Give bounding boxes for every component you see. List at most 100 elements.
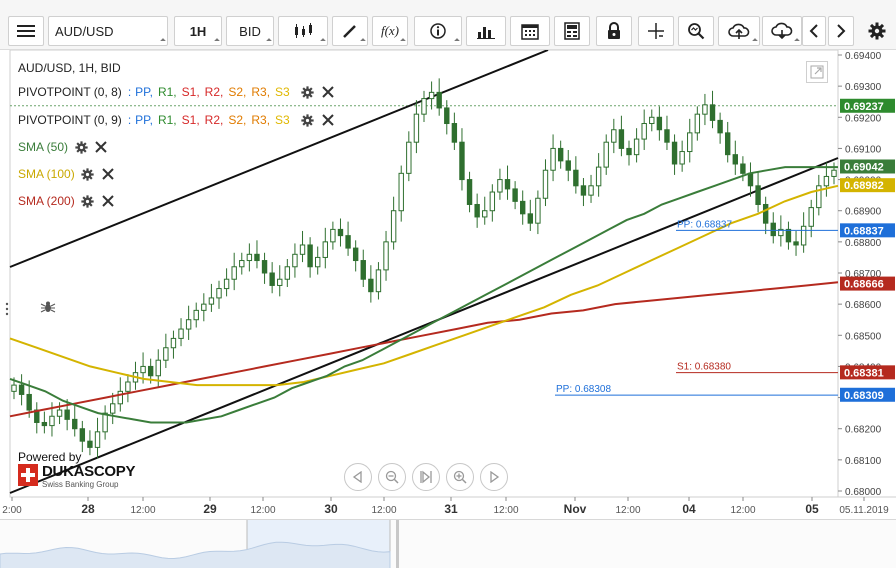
candle-up — [694, 113, 701, 134]
close-icon[interactable] — [94, 140, 108, 154]
symbol-select[interactable]: AUD/USD — [48, 16, 168, 46]
pivot-legend-row-1: PIVOTPOINT (0, 9) : PP, R1, S1, R2, S2, R3, S3 — [18, 112, 335, 128]
sma-legend-row-2: SMA (200) — [18, 193, 115, 209]
gear-icon[interactable] — [301, 113, 315, 127]
time-axis: 2:00 28 12:00 29 12:00 30 12:00 31 12:00 Nov 12:00… — [2, 496, 896, 516]
timeframe-value: 1H — [189, 23, 207, 39]
navigator-preview[interactable] — [0, 520, 896, 568]
candle-down — [747, 172, 754, 187]
popout-button[interactable] — [806, 61, 828, 83]
download-button[interactable] — [762, 16, 802, 46]
navigator-bar[interactable] — [0, 519, 896, 568]
zoom-in-button[interactable] — [446, 463, 474, 491]
price-tag-label: 0.69042 — [844, 161, 884, 173]
gear-icon[interactable] — [81, 167, 95, 181]
triangle-right-icon — [490, 471, 500, 483]
candle-up — [375, 269, 382, 293]
sma-label: SMA (100) — [18, 167, 75, 181]
candle-up — [292, 253, 298, 268]
price-chart[interactable]: PP: 0.68837 S1: 0.68380 PP: 0.68308 0.6940… — [0, 50, 896, 568]
candle-up — [588, 185, 594, 196]
lock-button[interactable] — [596, 16, 632, 46]
settings-button[interactable] — [862, 16, 892, 46]
pan-left-button[interactable] — [344, 463, 372, 491]
info-button[interactable] — [414, 16, 462, 46]
pivot-item: R1, — [157, 113, 177, 127]
function-button[interactable]: f(x) — [372, 16, 408, 46]
bug-icon — [40, 301, 56, 313]
menu-button[interactable] — [8, 16, 44, 46]
indicators-button[interactable] — [466, 16, 506, 46]
price-type-select[interactable]: BID — [226, 16, 274, 46]
candle-up — [542, 169, 549, 199]
candle-type-button[interactable] — [278, 16, 328, 46]
upload-icon — [728, 23, 750, 39]
candle-up — [193, 309, 199, 321]
candle-down — [793, 241, 799, 246]
scroll-left-button[interactable] — [802, 16, 826, 46]
price-tick-label: 0.69300 — [845, 82, 882, 93]
close-icon[interactable] — [321, 113, 335, 127]
draw-button[interactable] — [332, 16, 368, 46]
candle-down — [504, 179, 511, 190]
drag-handle-icon[interactable] — [5, 302, 9, 316]
candle-up — [49, 415, 55, 427]
candle-down — [352, 247, 359, 262]
trendline-lower — [9, 157, 839, 494]
time-tick-label: Nov — [564, 502, 587, 516]
candle-down — [512, 188, 518, 202]
sma-legend-row-0: SMA (50) — [18, 139, 108, 155]
candle-down — [770, 222, 776, 237]
time-tick-label: 05 — [805, 502, 819, 516]
close-icon[interactable] — [321, 85, 335, 99]
gear-icon[interactable] — [81, 194, 95, 208]
candle-down — [565, 160, 571, 171]
candle-up — [94, 431, 101, 448]
pivot-item: S2, — [228, 85, 247, 99]
logo-text: DUKASCOPY — [42, 463, 136, 480]
gear-icon[interactable] — [301, 85, 315, 99]
candle-up — [315, 256, 321, 268]
reset-view-button[interactable] — [412, 463, 440, 491]
pivot-level-label: S1: 0.68380 — [677, 362, 731, 373]
calendar-button[interactable] — [510, 16, 550, 46]
candle-down — [345, 235, 351, 249]
candle-down — [337, 228, 344, 237]
crosshair-button[interactable] — [638, 16, 674, 46]
gear-icon[interactable] — [74, 140, 88, 154]
candle-down — [557, 147, 564, 162]
scroll-right-button[interactable] — [828, 16, 854, 46]
close-icon[interactable] — [101, 167, 115, 181]
calculator-button[interactable] — [554, 16, 590, 46]
time-tick-label: 12:00 — [130, 505, 155, 516]
triangle-left-icon — [352, 471, 362, 483]
pivot-level-label: PP: 0.68308 — [556, 384, 611, 395]
trendlines[interactable] — [9, 50, 839, 494]
candle-up — [808, 207, 814, 227]
price-tag-label: 0.68982 — [844, 180, 884, 192]
chevron-left-icon — [809, 24, 818, 38]
powered-by-text: Powered by — [18, 450, 82, 464]
price-tick-label: 0.68600 — [845, 300, 882, 311]
upload-button[interactable] — [718, 16, 760, 46]
price-tag — [840, 159, 895, 174]
zoom-in-icon — [453, 470, 467, 484]
price-tag — [840, 365, 895, 380]
zoom-button[interactable] — [678, 16, 714, 46]
navigator-scroll-thumb[interactable] — [396, 520, 399, 568]
candle-down — [72, 418, 78, 430]
candle-down — [732, 154, 738, 165]
info-icon — [430, 23, 446, 39]
function-icon: f(x) — [380, 23, 400, 38]
gear-icon — [868, 22, 886, 40]
zoom-out-button[interactable] — [378, 463, 406, 491]
candle-down — [436, 91, 442, 109]
close-icon[interactable] — [101, 194, 115, 208]
pan-right-button[interactable] — [480, 463, 508, 491]
candle-up — [11, 384, 17, 392]
timeframe-select[interactable]: 1H — [174, 16, 222, 46]
draw-icon — [343, 25, 356, 38]
candle-up — [185, 319, 192, 330]
toolbar: AUD/USD 1H BID f(x) — [0, 0, 896, 50]
pivot-item: S3 — [275, 85, 290, 99]
